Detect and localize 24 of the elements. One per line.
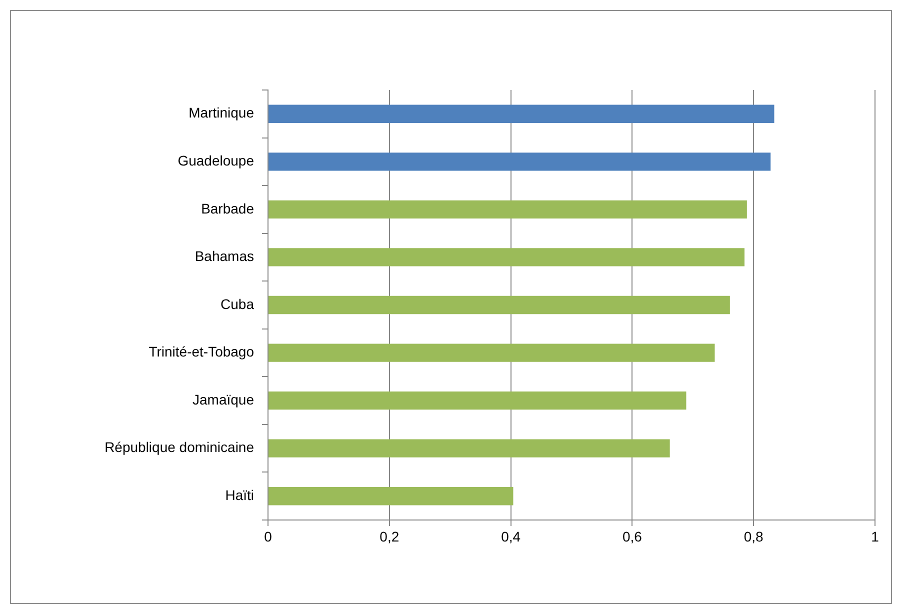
bar xyxy=(268,344,715,362)
y-tick-label: Haïti xyxy=(225,486,254,503)
x-tick-label: 0,4 xyxy=(501,528,521,544)
y-tick-label: Jamaïque xyxy=(192,391,254,408)
bar xyxy=(268,200,747,219)
bar xyxy=(268,391,686,410)
x-tick-label: 1 xyxy=(871,528,880,544)
y-tick-label: Martinique xyxy=(188,104,254,121)
bar xyxy=(268,487,514,506)
x-tick-label: 0 xyxy=(264,528,272,544)
x-tick-label: 0,6 xyxy=(622,528,642,544)
y-tick-label: Barbade xyxy=(201,200,254,216)
y-tick-label: République dominicaine xyxy=(104,439,254,456)
y-tick-label: Bahamas xyxy=(194,248,254,264)
y-tick-label: Guadeloupe xyxy=(178,152,254,169)
y-tick-label: Trinité-et-Tobago xyxy=(148,344,254,360)
bar xyxy=(268,152,771,171)
bar xyxy=(268,296,730,314)
x-tick-label: 0,8 xyxy=(744,528,764,544)
x-tick-label: 0,2 xyxy=(380,528,400,544)
bar xyxy=(268,248,744,266)
bar xyxy=(268,104,774,123)
bar xyxy=(268,439,670,458)
y-tick-label: Cuba xyxy=(220,296,254,312)
